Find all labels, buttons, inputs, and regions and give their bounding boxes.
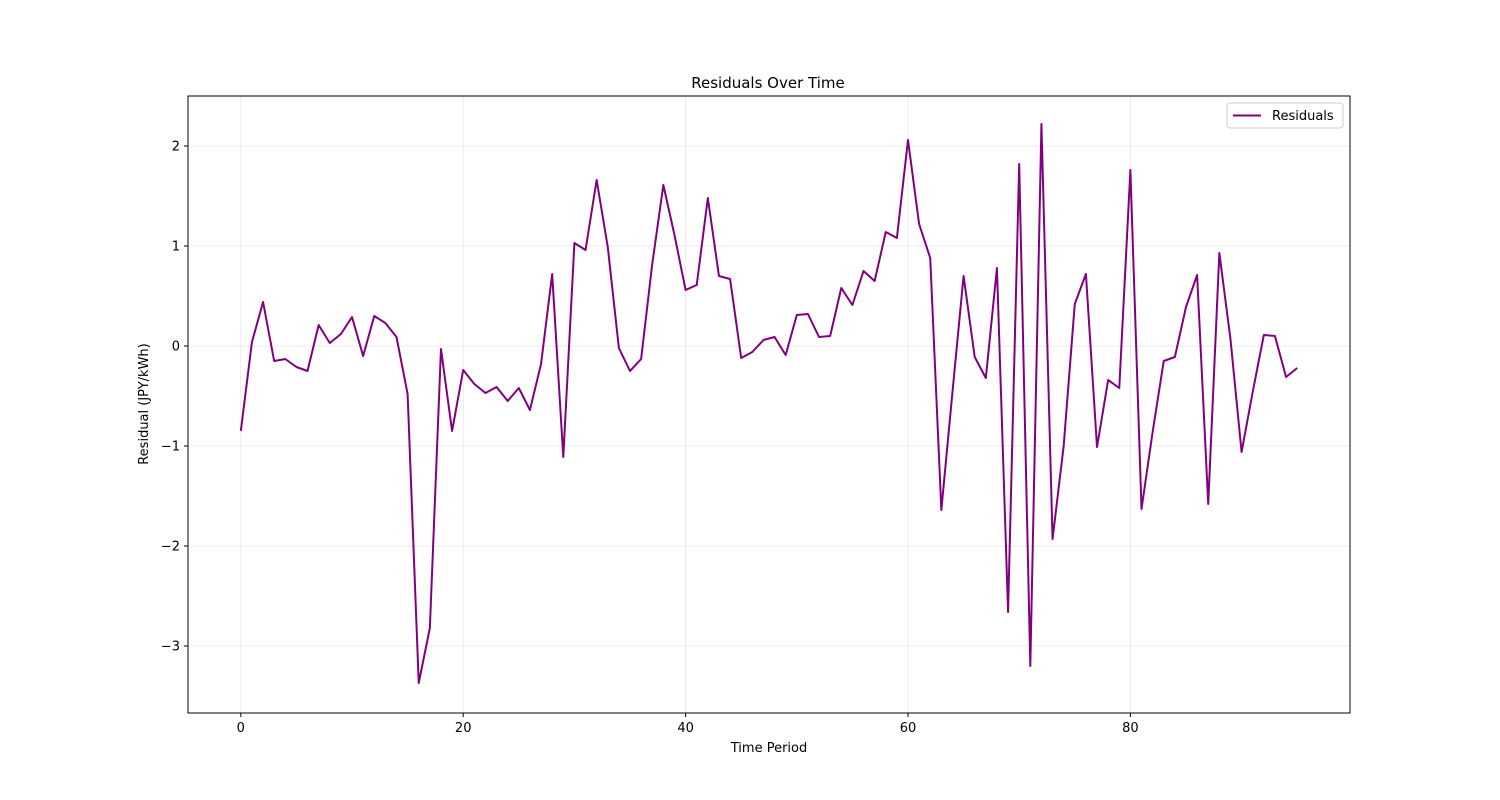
x-tick-label: 0 <box>237 721 245 736</box>
y-tick-label: −2 <box>161 540 180 555</box>
y-tick-label: 2 <box>172 140 180 155</box>
y-tick-label: 1 <box>172 240 180 255</box>
y-tick-label: −1 <box>161 440 180 455</box>
x-axis-ticks: 0 20 40 60 80 <box>237 713 1139 736</box>
x-tick-label: 60 <box>900 721 917 736</box>
legend-box <box>1226 102 1344 129</box>
grid-lines <box>188 96 1350 713</box>
x-tick-label: 20 <box>455 721 472 736</box>
series-layer <box>239 123 1298 684</box>
y-tick-label: 0 <box>172 340 180 355</box>
legend-label: Residuals <box>1272 109 1334 124</box>
x-axis-label: Time Period <box>730 741 807 756</box>
plot-frame <box>187 95 1351 714</box>
chart-title: Residuals Over Time <box>691 74 845 92</box>
x-tick-label: 80 <box>1122 721 1139 736</box>
y-axis-label: Residual (JPY/kWh) <box>137 343 152 465</box>
y-axis-ticks: −3 −2 −1 0 1 2 <box>161 140 188 655</box>
series-line-residuals <box>239 123 1298 684</box>
legend: Residuals <box>1226 102 1344 129</box>
x-tick-label: 40 <box>677 721 694 736</box>
y-tick-label: −3 <box>161 640 180 655</box>
